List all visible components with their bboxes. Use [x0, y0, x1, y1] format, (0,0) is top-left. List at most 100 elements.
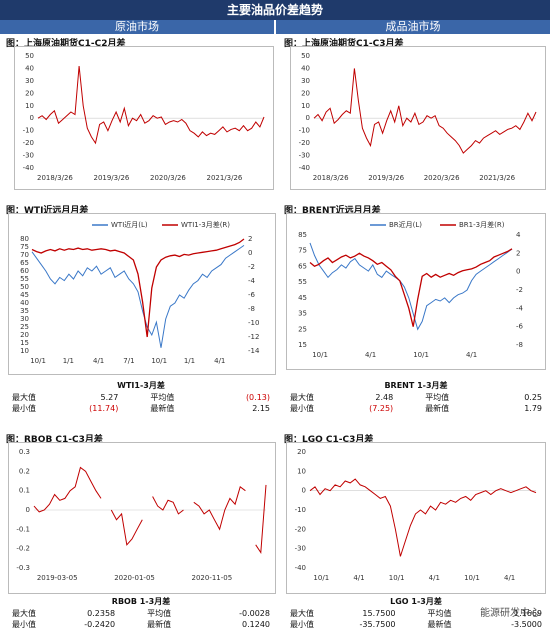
stat-value: 1.79	[524, 404, 542, 413]
x-tick-label: 4/1	[466, 351, 477, 359]
y-tick-label: -20	[23, 139, 34, 147]
y-tick-label: 20	[297, 448, 306, 456]
stats-title: WTI1-3月差	[117, 381, 165, 390]
legend-label: BR1-3月差(R)	[459, 220, 505, 229]
y-tick-label-left: 75	[298, 247, 307, 255]
x-tick-label: 2020/3/26	[150, 174, 186, 182]
y-tick-label: 50	[25, 52, 34, 60]
y-tick-label: 0.3	[19, 448, 30, 456]
y-tick-label-left: 15	[20, 339, 29, 347]
stat-value: -35.7500	[359, 620, 396, 629]
legend-label: BR近月(L)	[389, 220, 422, 229]
stat-label: 最新值	[147, 620, 172, 629]
chart-box-c5	[8, 442, 276, 594]
y-tick-label-right: -6	[516, 323, 524, 331]
y-tick-label-left: 55	[20, 275, 29, 283]
y-tick-label-right: 2	[248, 235, 252, 243]
y-tick-label: 0.2	[19, 467, 30, 475]
x-tick-label: 2020-01-05	[114, 574, 155, 582]
y-tick-label: 10	[297, 467, 306, 475]
y-tick-label: -40	[23, 164, 34, 172]
stats-title: RBOB 1-3月差	[111, 597, 171, 606]
y-tick-label: 20	[301, 89, 310, 97]
y-tick-label-right: -2	[516, 286, 523, 294]
x-tick-label: 4/1	[504, 574, 515, 582]
y-tick-label-left: 10	[20, 347, 29, 355]
y-tick-label-left: 70	[20, 251, 29, 259]
chart-title-c4: 图：BRENT近远月月差	[284, 206, 381, 216]
x-tick-label: 2021/3/26	[206, 174, 242, 182]
x-tick-label: 4/1	[365, 351, 376, 359]
y-tick-label-left: 40	[20, 299, 29, 307]
y-tick-label: -0.3	[16, 564, 30, 572]
chart-c3: 80757065605550454035302520151020-2-4-6-8…	[20, 220, 260, 365]
section-products: 成品油市场	[276, 20, 550, 34]
y-tick-label-left: 15	[298, 341, 307, 349]
y-tick-label: 30	[301, 77, 310, 85]
y-tick-label: -0.2	[16, 545, 30, 553]
stat-value: 5.27	[100, 393, 119, 402]
y-tick-label-left: 75	[20, 243, 29, 251]
y-tick-label-left: 25	[20, 323, 29, 331]
series-line	[309, 478, 537, 557]
stat-label: 最大值	[290, 393, 314, 402]
chart-c6: 20 10 0 -10 -20 -30 -40 10/1 4/1 10/1 4/1 10/1 4/1	[295, 448, 537, 582]
stat-value: 0.2358	[87, 609, 116, 618]
stat-value: -0.2420	[84, 620, 116, 629]
stats-title: LGO 1-3月差	[390, 597, 442, 606]
series-line-left	[31, 244, 245, 348]
y-tick-label: -40	[299, 164, 310, 172]
x-tick-label: 2019/3/26	[93, 174, 129, 182]
chart-title-c6: 图：LGO C1-C3月差	[284, 435, 374, 445]
y-tick-label-left: 45	[20, 291, 29, 299]
x-tick-label: 2019-03-05	[37, 574, 78, 582]
x-tick-label: 4/1	[93, 357, 104, 365]
series-line	[37, 65, 265, 145]
x-tick-label: 2020/3/26	[424, 174, 460, 182]
stat-label: 最新值	[427, 620, 452, 629]
series-line-right	[309, 248, 513, 327]
stat-value: (11.74)	[89, 404, 119, 413]
y-tick-label: -20	[295, 525, 306, 533]
x-tick-label: 4/1	[353, 574, 364, 582]
y-tick-label-left: 35	[20, 307, 29, 315]
y-tick-label: 10	[301, 102, 310, 110]
y-tick-label-left: 30	[20, 315, 29, 323]
stat-value: 1.1669	[514, 609, 542, 618]
watermark: 能源研发中心	[480, 608, 540, 619]
y-tick-label: -10	[299, 127, 310, 135]
y-tick-label-right: -12	[248, 333, 259, 341]
stat-value: (0.13)	[245, 393, 270, 402]
chart-c5: 0.3 0.2 0.1 0 -0.1 -0.2 -0.3 2019-03-05 2020-01-…	[16, 448, 267, 582]
chart-box-c6	[286, 442, 546, 594]
y-tick-label: -30	[299, 152, 310, 160]
stat-value: -3.5000	[511, 620, 542, 629]
series-line-right	[31, 238, 245, 338]
y-tick-label-right: -8	[248, 305, 255, 313]
y-tick-label-left: 35	[298, 310, 307, 318]
x-tick-label: 2019/3/26	[368, 174, 404, 182]
page-title: 主要油品价差趋势	[0, 0, 550, 20]
y-tick-label: 10	[25, 102, 34, 110]
y-tick-label-left: 65	[298, 262, 307, 270]
x-tick-label: 2018/3/26	[313, 174, 349, 182]
stat-label: 平均值	[427, 609, 452, 618]
y-tick-label-right: -4	[516, 304, 524, 312]
x-tick-label: 1/1	[184, 357, 195, 365]
y-tick-label: 40	[25, 64, 34, 72]
x-tick-label: 1/1	[63, 357, 74, 365]
y-tick-label-right: -10	[248, 319, 259, 327]
stat-label: 最大值	[290, 609, 314, 618]
x-tick-label: 2018/3/26	[37, 174, 73, 182]
y-tick-label-left: 60	[20, 267, 29, 275]
stat-label: 最新值	[425, 404, 450, 413]
x-tick-label: 7/1	[123, 357, 134, 365]
y-tick-label: -10	[295, 506, 306, 514]
y-tick-label: 0	[26, 506, 30, 514]
stat-value: 0.25	[524, 393, 542, 402]
x-tick-label: 10/1	[313, 574, 329, 582]
y-tick-label: -0.1	[16, 525, 30, 533]
x-tick-label: 4/1	[429, 574, 440, 582]
x-tick-label: 4/1	[214, 357, 225, 365]
y-tick-label: 0	[306, 114, 310, 122]
